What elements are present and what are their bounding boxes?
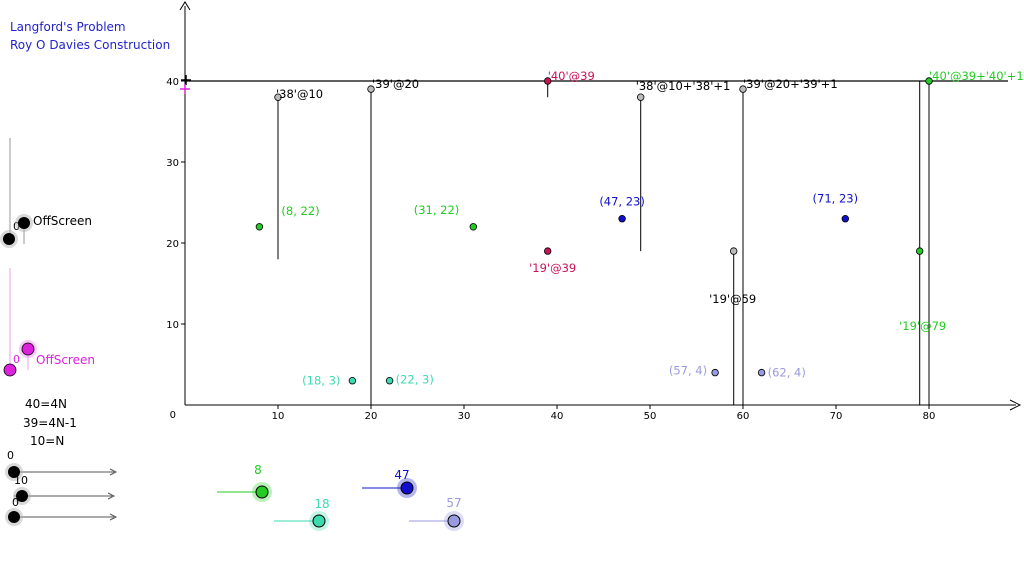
x-tick-label: 20 bbox=[365, 411, 378, 422]
offscreen-black-group[interactable]: 0 OffScreen bbox=[0, 138, 92, 248]
offscreen-magenta-handle[interactable] bbox=[21, 342, 35, 356]
x-tick-label: 60 bbox=[737, 411, 750, 422]
cross-marker-icon bbox=[181, 75, 191, 85]
slider-green-handle[interactable] bbox=[255, 485, 269, 499]
left-slider-3-value: 0 bbox=[12, 496, 19, 509]
point[interactable] bbox=[255, 223, 264, 231]
offscreen-magenta-label: OffScreen bbox=[36, 353, 95, 367]
point-label: (71, 23) bbox=[813, 192, 859, 206]
point-label: (62, 4) bbox=[768, 366, 806, 380]
point[interactable] bbox=[637, 93, 645, 101]
point-label: (22, 3) bbox=[396, 373, 434, 387]
slider-blue-value: 47 bbox=[394, 468, 409, 482]
slider-lavender-handle[interactable] bbox=[447, 514, 461, 528]
point-label: (47, 23) bbox=[599, 195, 645, 209]
point-label: '38'@10+'38'+1 bbox=[636, 79, 731, 93]
point-label: '39'@20 bbox=[372, 77, 419, 91]
slider-lavender[interactable]: 57 bbox=[409, 496, 464, 531]
left-slider-1-handle[interactable] bbox=[8, 466, 20, 478]
point-label: '19'@39 bbox=[529, 261, 576, 275]
app-title: Langford's Problem bbox=[10, 20, 126, 34]
vertical-segments bbox=[277, 81, 930, 405]
left-slider-1[interactable]: 0 bbox=[5, 449, 118, 481]
slider-lavender-value: 57 bbox=[446, 496, 461, 510]
slider-arrow-icon bbox=[107, 492, 116, 500]
x-tick-label: 50 bbox=[644, 411, 657, 422]
slider-blue-handle[interactable] bbox=[400, 481, 414, 495]
point-label: (31, 22) bbox=[414, 203, 460, 217]
equation-3: 10=N bbox=[30, 434, 64, 448]
left-slider-3-handle[interactable] bbox=[8, 511, 20, 523]
offscreen-magenta-value: 0 bbox=[13, 353, 20, 366]
x-tick-label: 80 bbox=[923, 411, 936, 422]
point[interactable] bbox=[469, 223, 477, 231]
offscreen-black-point[interactable] bbox=[3, 233, 15, 245]
point[interactable] bbox=[274, 93, 282, 101]
x-tick-label: 10 bbox=[272, 411, 285, 422]
offscreen-black-handle[interactable] bbox=[18, 217, 30, 229]
y-tick-label: 10 bbox=[166, 320, 179, 331]
point[interactable] bbox=[757, 368, 766, 377]
point[interactable] bbox=[385, 377, 394, 385]
x-tick-label: 40 bbox=[551, 411, 564, 422]
point-label: '19'@59 bbox=[709, 292, 756, 306]
point-label: (57, 4) bbox=[669, 364, 707, 378]
left-slider-2[interactable]: 10 bbox=[13, 474, 116, 505]
point[interactable] bbox=[711, 368, 719, 377]
slider-cyan-value: 18 bbox=[314, 497, 329, 511]
y-tick-label: 20 bbox=[166, 239, 179, 250]
point[interactable] bbox=[841, 214, 849, 223]
y-tick-label: 40 bbox=[166, 77, 179, 88]
x-tick-labels: 10 20 30 40 50 60 70 80 bbox=[272, 405, 936, 422]
point-label: '19'@79 bbox=[899, 319, 946, 333]
point[interactable] bbox=[618, 214, 626, 223]
x-axis-arrow-icon bbox=[1009, 399, 1022, 411]
slider-green-value: 8 bbox=[254, 463, 262, 477]
slider-arrow-icon bbox=[109, 513, 118, 521]
point[interactable] bbox=[544, 77, 552, 85]
left-slider-1-value: 0 bbox=[7, 449, 14, 462]
slider-cyan[interactable]: 18 bbox=[274, 497, 330, 531]
offscreen-black-label: OffScreen bbox=[33, 214, 92, 228]
point-label: '38'@10 bbox=[276, 87, 323, 101]
point[interactable] bbox=[730, 247, 738, 255]
point[interactable] bbox=[739, 85, 747, 93]
point-label: '40'@39+'40'+1 bbox=[929, 69, 1024, 83]
left-slider-3[interactable]: 0 bbox=[5, 496, 118, 526]
app-subtitle: Roy O Davies Construction bbox=[10, 38, 170, 52]
point[interactable] bbox=[348, 377, 357, 385]
magenta-cross-marker-icon bbox=[180, 84, 190, 94]
offscreen-black-value: 0 bbox=[13, 220, 20, 233]
y-axis-arrow-icon bbox=[179, 1, 191, 11]
offscreen-magenta-group[interactable]: 0 OffScreen bbox=[3, 268, 95, 377]
point-label: (18, 3) bbox=[302, 374, 340, 388]
points[interactable]: (8, 22) (31, 22) (47, 23) (71, 23) (18, 3) (2… bbox=[255, 69, 1024, 388]
point[interactable] bbox=[544, 247, 552, 255]
slider-green[interactable]: 8 bbox=[217, 463, 272, 502]
slider-blue[interactable]: 47 bbox=[362, 468, 417, 498]
point[interactable] bbox=[925, 77, 933, 85]
left-slider-2-value: 10 bbox=[14, 474, 28, 487]
point-label: '40'@39 bbox=[548, 69, 595, 83]
slider-arrow-icon bbox=[109, 468, 118, 476]
origin-label: 0 bbox=[170, 410, 176, 421]
slider-cyan-handle[interactable] bbox=[312, 514, 326, 528]
equation-1: 40=4N bbox=[25, 397, 67, 411]
equation-2: 39=4N-1 bbox=[23, 416, 77, 430]
axes: 0 bbox=[170, 1, 1022, 421]
y-tick-labels: 10 20 30 40 bbox=[166, 77, 185, 331]
point-label: (8, 22) bbox=[281, 204, 319, 218]
point[interactable] bbox=[367, 85, 375, 93]
point[interactable] bbox=[916, 247, 924, 255]
point-label: '39'@20+'39'+1 bbox=[743, 77, 838, 91]
y-tick-label: 30 bbox=[166, 158, 179, 169]
left-slider-2-handle[interactable] bbox=[16, 490, 28, 502]
x-tick-label: 70 bbox=[830, 411, 843, 422]
offscreen-magenta-point[interactable] bbox=[3, 363, 17, 377]
x-tick-label: 30 bbox=[458, 411, 471, 422]
